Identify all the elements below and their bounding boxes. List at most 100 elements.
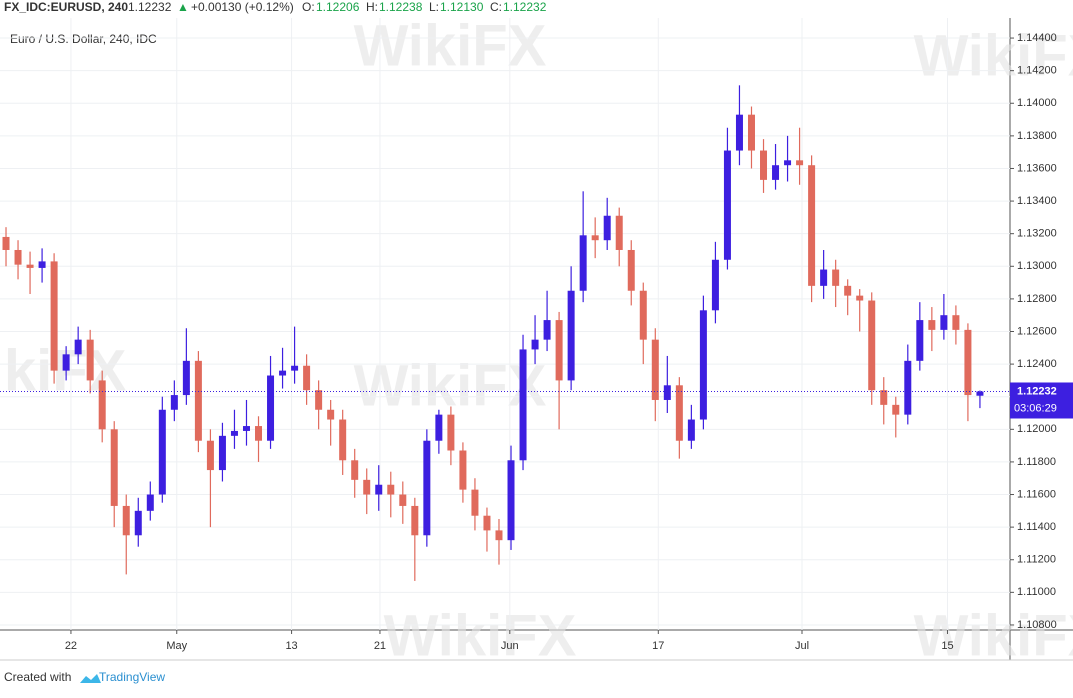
candle-body xyxy=(639,290,647,340)
candle-body xyxy=(459,450,467,490)
candle-body xyxy=(531,339,539,350)
y-tick-label: 1.14200 xyxy=(1017,65,1057,77)
high-label: H: xyxy=(366,0,378,14)
candle-body xyxy=(315,390,323,410)
candle-body xyxy=(62,354,70,371)
y-tick-label: 1.13400 xyxy=(1017,195,1057,207)
candle-body xyxy=(170,395,178,410)
candle-body xyxy=(267,375,275,441)
candle-body xyxy=(543,320,551,340)
candle-body xyxy=(327,409,335,420)
watermark: WikiFX xyxy=(354,353,547,418)
candle-body xyxy=(110,429,118,506)
candle-body xyxy=(86,339,94,381)
footer-brand[interactable]: TradingView xyxy=(99,670,165,684)
y-tick-label: 1.14000 xyxy=(1017,97,1057,109)
candle-body xyxy=(675,385,683,441)
candle-body xyxy=(471,489,479,516)
y-tick-label: 1.13000 xyxy=(1017,260,1057,272)
y-tick-label: 1.12800 xyxy=(1017,293,1057,305)
y-tick-label: 1.11400 xyxy=(1017,521,1056,533)
candle-body xyxy=(555,320,563,381)
x-tick-label: 22 xyxy=(65,640,77,652)
candle-body xyxy=(579,235,587,291)
candle-body xyxy=(218,435,226,471)
candle-body xyxy=(50,261,58,371)
candle-body xyxy=(303,365,311,391)
candle-body xyxy=(182,360,190,396)
y-tick-label: 1.10800 xyxy=(1017,619,1057,631)
tradingview-logo xyxy=(80,674,101,683)
candle-body xyxy=(158,409,166,495)
candle-body xyxy=(820,269,828,286)
change: +0.00130 (+0.12%) xyxy=(191,0,294,14)
candle-body xyxy=(760,150,768,180)
candle-body xyxy=(784,160,792,166)
candle-body xyxy=(74,339,82,355)
candle-body xyxy=(940,315,948,330)
candle-body xyxy=(206,440,214,471)
last-price: 1.12232 xyxy=(128,0,172,14)
candle-body xyxy=(507,460,515,541)
candle-body xyxy=(134,510,142,536)
candle-body xyxy=(363,479,371,495)
x-tick-label: Jul xyxy=(795,640,809,652)
candle-body xyxy=(194,360,202,441)
candle-body xyxy=(723,150,731,260)
candle-body xyxy=(832,269,840,286)
candle-body xyxy=(772,165,780,180)
x-tick-label: 13 xyxy=(285,640,297,652)
candle-body xyxy=(122,505,130,536)
candle-body xyxy=(255,426,263,441)
watermark: WikiFX xyxy=(354,13,547,78)
open-value: 1.12206 xyxy=(316,0,360,14)
candle-body xyxy=(591,235,599,241)
candle-body xyxy=(651,339,659,400)
countdown: 03:06:29 xyxy=(1014,402,1057,414)
y-tick-label: 1.11800 xyxy=(1017,456,1056,468)
last-price-box xyxy=(1010,382,1073,419)
close-value: 1.12232 xyxy=(503,0,547,14)
candle-body xyxy=(26,264,34,268)
low-value: 1.12130 xyxy=(440,0,484,14)
candle-body xyxy=(747,114,755,151)
x-tick-label: Jun xyxy=(501,640,519,652)
candle-body xyxy=(2,236,10,250)
candle-body xyxy=(435,414,443,441)
candle-body xyxy=(339,419,347,461)
candle-body xyxy=(230,430,238,436)
candle-body xyxy=(627,249,635,291)
candle-body xyxy=(399,494,407,506)
candle-body xyxy=(14,249,22,265)
y-tick-label: 1.12000 xyxy=(1017,423,1057,435)
y-tick-label: 1.13200 xyxy=(1017,228,1057,240)
y-tick-label: 1.11200 xyxy=(1017,554,1056,566)
high-value: 1.12238 xyxy=(379,0,423,14)
x-tick-label: 17 xyxy=(652,640,664,652)
x-tick-label: 21 xyxy=(374,640,386,652)
candle-body xyxy=(483,515,491,531)
candle-body xyxy=(856,295,864,301)
candle-body xyxy=(291,365,299,371)
last-price-label: 1.12232 xyxy=(1017,385,1057,397)
change-arrow: ▲ xyxy=(177,0,189,14)
candle-body xyxy=(711,259,719,311)
candle-body xyxy=(375,484,383,495)
candle-body xyxy=(447,414,455,451)
candle-body xyxy=(423,440,431,536)
symbol: FX_IDC:EURUSD, 240 xyxy=(4,0,128,14)
candle-body xyxy=(808,165,816,286)
candle-body xyxy=(38,261,46,268)
candle-body xyxy=(519,349,527,461)
candle-body xyxy=(146,494,154,511)
candle-body xyxy=(892,404,900,415)
open-label: O: xyxy=(302,0,315,14)
watermark: WikiFX xyxy=(384,603,577,668)
candle-body xyxy=(916,320,924,361)
x-tick-label: 15 xyxy=(941,640,953,652)
footer-prefix: Created with xyxy=(4,670,71,684)
candle-body xyxy=(904,360,912,415)
y-tick-label: 1.13600 xyxy=(1017,162,1057,174)
candle-body xyxy=(387,484,395,495)
